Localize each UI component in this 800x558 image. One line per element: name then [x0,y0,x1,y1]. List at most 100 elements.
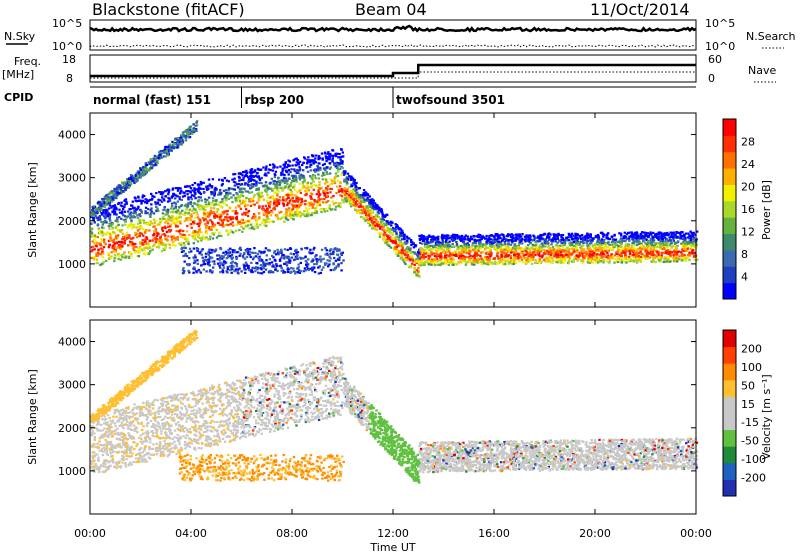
heatmap-cell [292,218,294,220]
heatmap-cell [198,218,200,220]
heatmap-cell [162,244,164,246]
heatmap-cell [605,237,607,239]
heatmap-cell [138,255,140,257]
heatmap-cell [191,215,193,217]
heatmap-cell [358,209,360,211]
heatmap-cell [423,256,425,258]
heatmap-cell [123,251,125,253]
heatmap-cell [585,251,587,253]
heatmap-cell [418,235,420,237]
heatmap-cell [363,199,365,201]
heatmap-cell [271,178,273,180]
heatmap-cell [181,210,183,212]
heatmap-cell [292,175,294,177]
heatmap-cell [485,263,487,265]
heatmap-cell [288,173,290,175]
heatmap-cell [326,171,328,173]
heatmap-cell [235,230,237,232]
heatmap-cell [350,203,352,205]
heatmap-cell [115,242,117,244]
heatmap-cell [580,238,582,240]
heatmap-cell [556,235,558,237]
heatmap-cell [116,218,118,220]
heatmap-cell [149,224,151,226]
heatmap-cell [693,256,695,258]
heatmap-cell [204,213,206,215]
heatmap-cell [142,243,144,245]
heatmap-cell [304,203,306,205]
heatmap-cell [212,222,214,224]
heatmap-cell [320,211,322,213]
heatmap-cell [130,212,132,214]
heatmap-cell [235,210,237,212]
heatmap-cell [147,208,149,210]
heatmap-cell [550,250,552,252]
heatmap-cell [321,198,323,200]
heatmap-cell [437,264,439,266]
heatmap-cell [641,231,643,233]
heatmap-cell [247,220,249,222]
heatmap-cell [186,219,188,221]
heatmap-cell [599,247,601,249]
heatmap-cell [454,236,456,238]
heatmap-cell [140,202,142,204]
heatmap-cell [327,200,329,202]
heatmap-cell [162,198,164,200]
heatmap-cell [479,242,481,244]
heatmap-cell [414,264,416,266]
heatmap-cell [595,261,597,263]
heatmap-cell [399,254,401,256]
heatmap-cell [605,255,607,257]
heatmap-cell [539,245,541,247]
heatmap-cell [522,249,524,251]
heatmap-cell [467,236,469,238]
heatmap-cell [571,248,573,250]
heatmap-cell [189,190,191,192]
heatmap-cell [196,211,198,213]
heatmap-cell [362,206,364,208]
heatmap-cell [342,155,344,157]
heatmap-cell [682,238,684,240]
heatmap-cell [398,250,400,252]
heatmap-cell [299,177,301,179]
heatmap-cell [407,254,409,256]
heatmap-cell [213,207,215,209]
heatmap-cell [555,252,557,254]
heatmap-cell [670,242,672,244]
heatmap-cell [502,234,504,236]
heatmap-cell [428,248,430,250]
heatmap-cell [428,260,430,262]
heatmap-cell [634,259,636,261]
heatmap-cell [286,183,288,185]
heatmap-cell [276,200,278,202]
heatmap-cell [264,173,266,175]
heatmap-cell [294,211,296,213]
heatmap-cell [684,239,686,241]
heatmap-cell [202,217,204,219]
heatmap-cell [246,212,248,214]
heatmap-cell [112,245,114,247]
heatmap-cell [524,236,526,238]
heatmap-cell [363,201,365,203]
heatmap-cell [655,261,657,263]
heatmap-cell [287,164,289,166]
heatmap-cell [289,214,291,216]
heatmap-cell [274,186,276,188]
heatmap-cell [337,205,339,207]
heatmap-cell [613,258,615,260]
heatmap-cell [174,197,176,199]
heatmap-cell [144,212,146,214]
heatmap-cell [329,158,331,160]
heatmap-cell [190,219,192,221]
heatmap-cell [526,247,528,249]
heatmap-cell [529,250,531,252]
heatmap-cell [282,216,284,218]
station-title: Blackstone (fitACF) [92,0,245,19]
heatmap-cell [482,251,484,253]
heatmap-cell [511,233,513,235]
heatmap-cell [344,198,346,200]
heatmap-cell [444,253,446,255]
heatmap-cell [184,238,186,240]
heatmap-cell [232,173,234,175]
heatmap-cell [617,249,619,251]
